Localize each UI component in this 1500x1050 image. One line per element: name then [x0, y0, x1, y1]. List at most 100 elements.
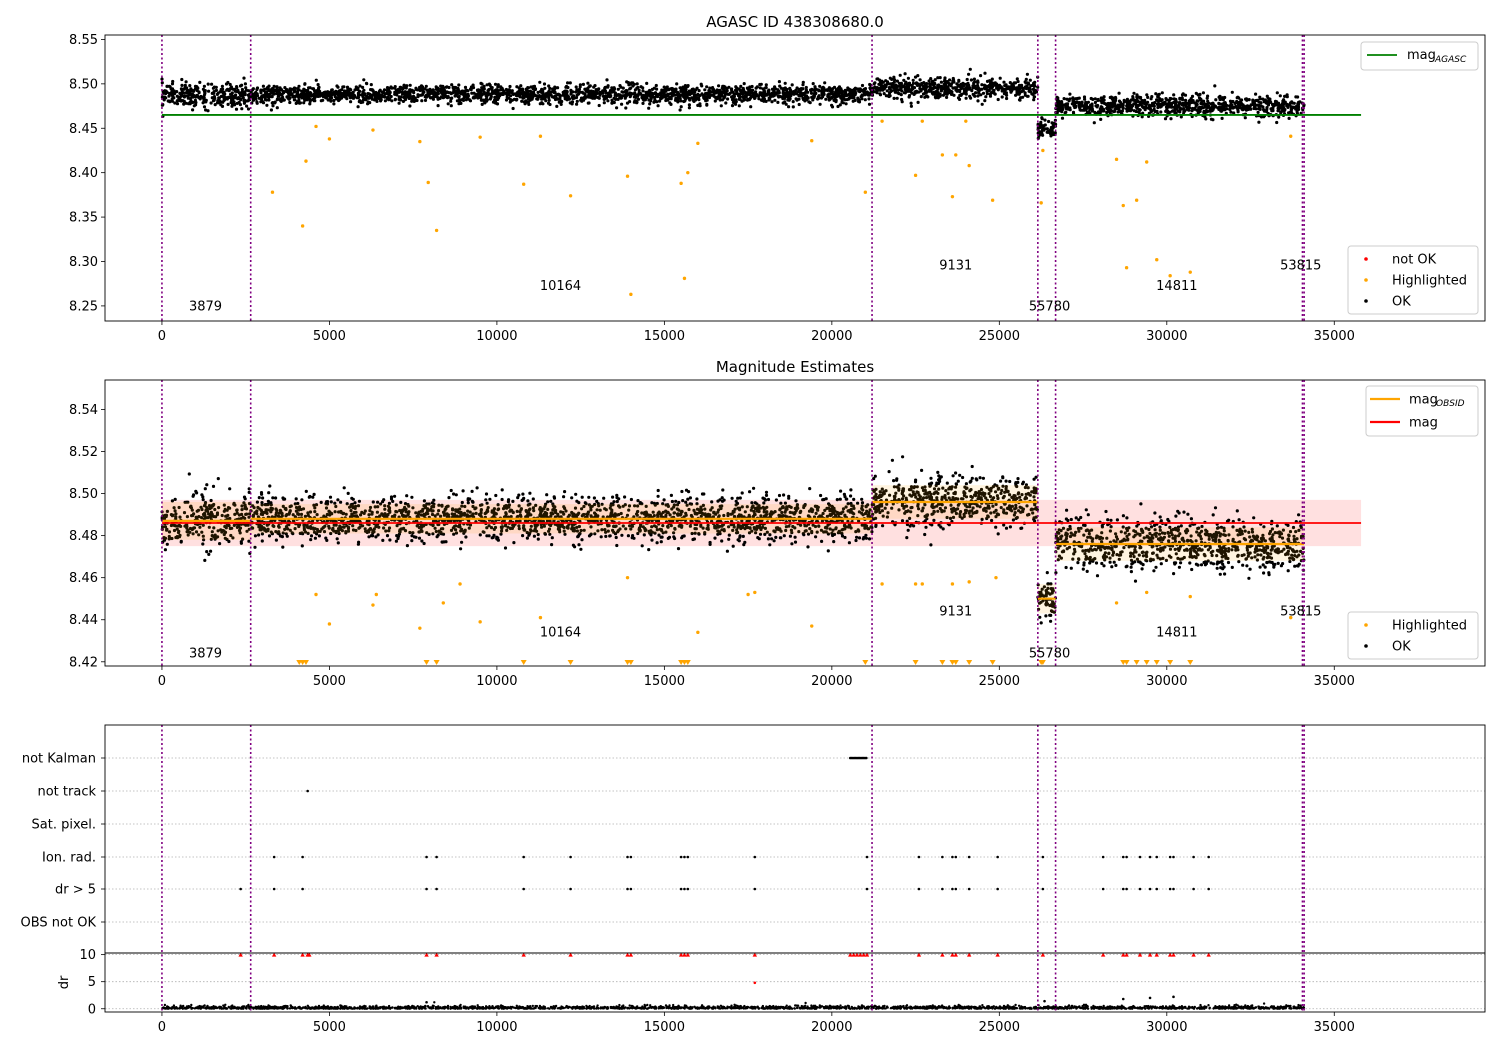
y-tick-label: 8.50: [69, 487, 98, 502]
highlighted-point: [1188, 270, 1192, 274]
below-range-marker: [1133, 660, 1140, 665]
dr-clipped-marker: [940, 952, 945, 957]
flag-point: [522, 887, 525, 891]
y-tick-label: 8.54: [69, 403, 98, 418]
highlighted-point: [863, 190, 868, 194]
agasc-panel-data: 3879 10164 9131 55780 14811 53815: [160, 35, 1362, 321]
highlighted-point: [940, 153, 945, 157]
y-tick-label: 8.45: [69, 122, 98, 137]
dr-tick-label: 5: [88, 975, 96, 990]
flag-point: [1121, 855, 1125, 859]
obsid-annotation: 53815: [1280, 258, 1321, 273]
dr-clipped-marker: [953, 952, 958, 957]
x-tick-label: 10000: [476, 329, 517, 344]
flag-point: [1172, 887, 1175, 891]
y-tick-label: 8.50: [69, 77, 98, 92]
highlighted-point: [753, 590, 757, 595]
estimates-panel-axes: 0 5000 10000 15000 20000 25000 30000 35000 8.42 8…: [69, 379, 1486, 689]
legend-subscript: AGASC: [1434, 55, 1467, 65]
estimates-axes-frame: [104, 379, 1486, 667]
dr-clipped-marker: [1191, 952, 1196, 957]
below-range-marker: [520, 660, 527, 665]
dr-point: [1172, 995, 1175, 999]
legend-label: Highlighted: [1392, 619, 1467, 634]
flag-point: [1041, 887, 1045, 891]
flag-point: [753, 855, 757, 859]
dr-clipped-marker: [1171, 952, 1176, 957]
dr-clipped-marker: [1137, 952, 1143, 957]
x-tick-label: 5000: [313, 674, 346, 689]
x-tick-label: 30000: [1146, 674, 1187, 689]
dr-point: [1148, 996, 1152, 1000]
flag-point: [1207, 887, 1210, 891]
legend-marker: [1364, 257, 1368, 261]
dr-clipped-marker: [1121, 952, 1126, 957]
flag-point: [425, 887, 428, 891]
highlighted-point: [314, 124, 318, 129]
dr-clipped-marker: [424, 952, 429, 957]
estimates-panel-data: 3879 10164 9131 55780 14811 53815: [160, 380, 1362, 666]
flags-axes-frame: [104, 724, 1486, 1013]
flag-point: [1041, 855, 1045, 859]
highlighted-point: [625, 174, 630, 178]
legend-marker: [1364, 623, 1368, 627]
highlighted-point: [568, 194, 573, 198]
highlighted-point: [1041, 148, 1045, 153]
flag-point: [967, 855, 971, 859]
highlighted-point: [1124, 266, 1129, 270]
flag-point: [683, 887, 686, 891]
x-tick-label: 0: [158, 329, 166, 344]
flag-point: [951, 887, 954, 891]
highlighted-point: [920, 582, 924, 586]
below-range-marker: [433, 660, 440, 665]
agasc-panel-axes: 0 5000 10000 15000 20000 25000 30000 35000 8.25 8…: [69, 33, 1486, 344]
flag-point: [1121, 887, 1125, 891]
highlighted-point: [746, 592, 750, 597]
below-range-marker: [1153, 660, 1160, 665]
below-range-marker: [1167, 660, 1174, 665]
highlighted-point: [810, 138, 814, 143]
highlighted-point: [426, 180, 430, 185]
ok-points: [870, 67, 1040, 108]
dr-points: [1037, 1004, 1057, 1010]
below-range-marker: [1123, 660, 1130, 665]
dr-clipped-marker: [1154, 952, 1159, 957]
x-tick-label: 25000: [979, 1020, 1020, 1035]
flag-point: [239, 887, 242, 891]
highlighted-point: [880, 582, 884, 586]
y-tick-label: 8.48: [69, 529, 98, 544]
flag-label: not track: [37, 785, 96, 800]
below-range-marker: [302, 660, 309, 665]
dr-clipped-marker: [752, 952, 758, 957]
highlighted-point: [990, 198, 995, 202]
highlighted-point: [327, 137, 332, 141]
highlighted-point: [967, 580, 971, 584]
x-tick-label: 30000: [1146, 329, 1187, 344]
obsid-annotation: 9131: [939, 258, 972, 273]
flag-point: [996, 855, 999, 859]
flag-point: [996, 887, 999, 891]
flag-point: [629, 855, 633, 859]
dr-points: [872, 1003, 1039, 1010]
dr-clipped-marker: [1167, 952, 1173, 957]
flag-point: [1207, 855, 1210, 859]
dr-clipped-marker: [521, 952, 526, 957]
highlighted-point: [682, 276, 687, 281]
flag-point: [1138, 855, 1142, 859]
below-range-marker: [1039, 660, 1046, 665]
below-range-marker: [567, 660, 574, 665]
below-range-marker: [1187, 660, 1194, 665]
highlighted-point: [954, 153, 958, 157]
flag-point: [1168, 887, 1172, 891]
x-tick-label: 30000: [1146, 1020, 1187, 1035]
dr-clipped-marker: [238, 952, 243, 957]
flag-point: [1168, 855, 1172, 859]
ok-points: [249, 78, 874, 112]
legend-frame: [1347, 611, 1479, 660]
flag-point: [522, 855, 525, 859]
flag-point: [629, 887, 633, 891]
flag-point: [686, 855, 690, 859]
legend-label: OK: [1392, 295, 1411, 310]
flag-point: [301, 855, 304, 859]
